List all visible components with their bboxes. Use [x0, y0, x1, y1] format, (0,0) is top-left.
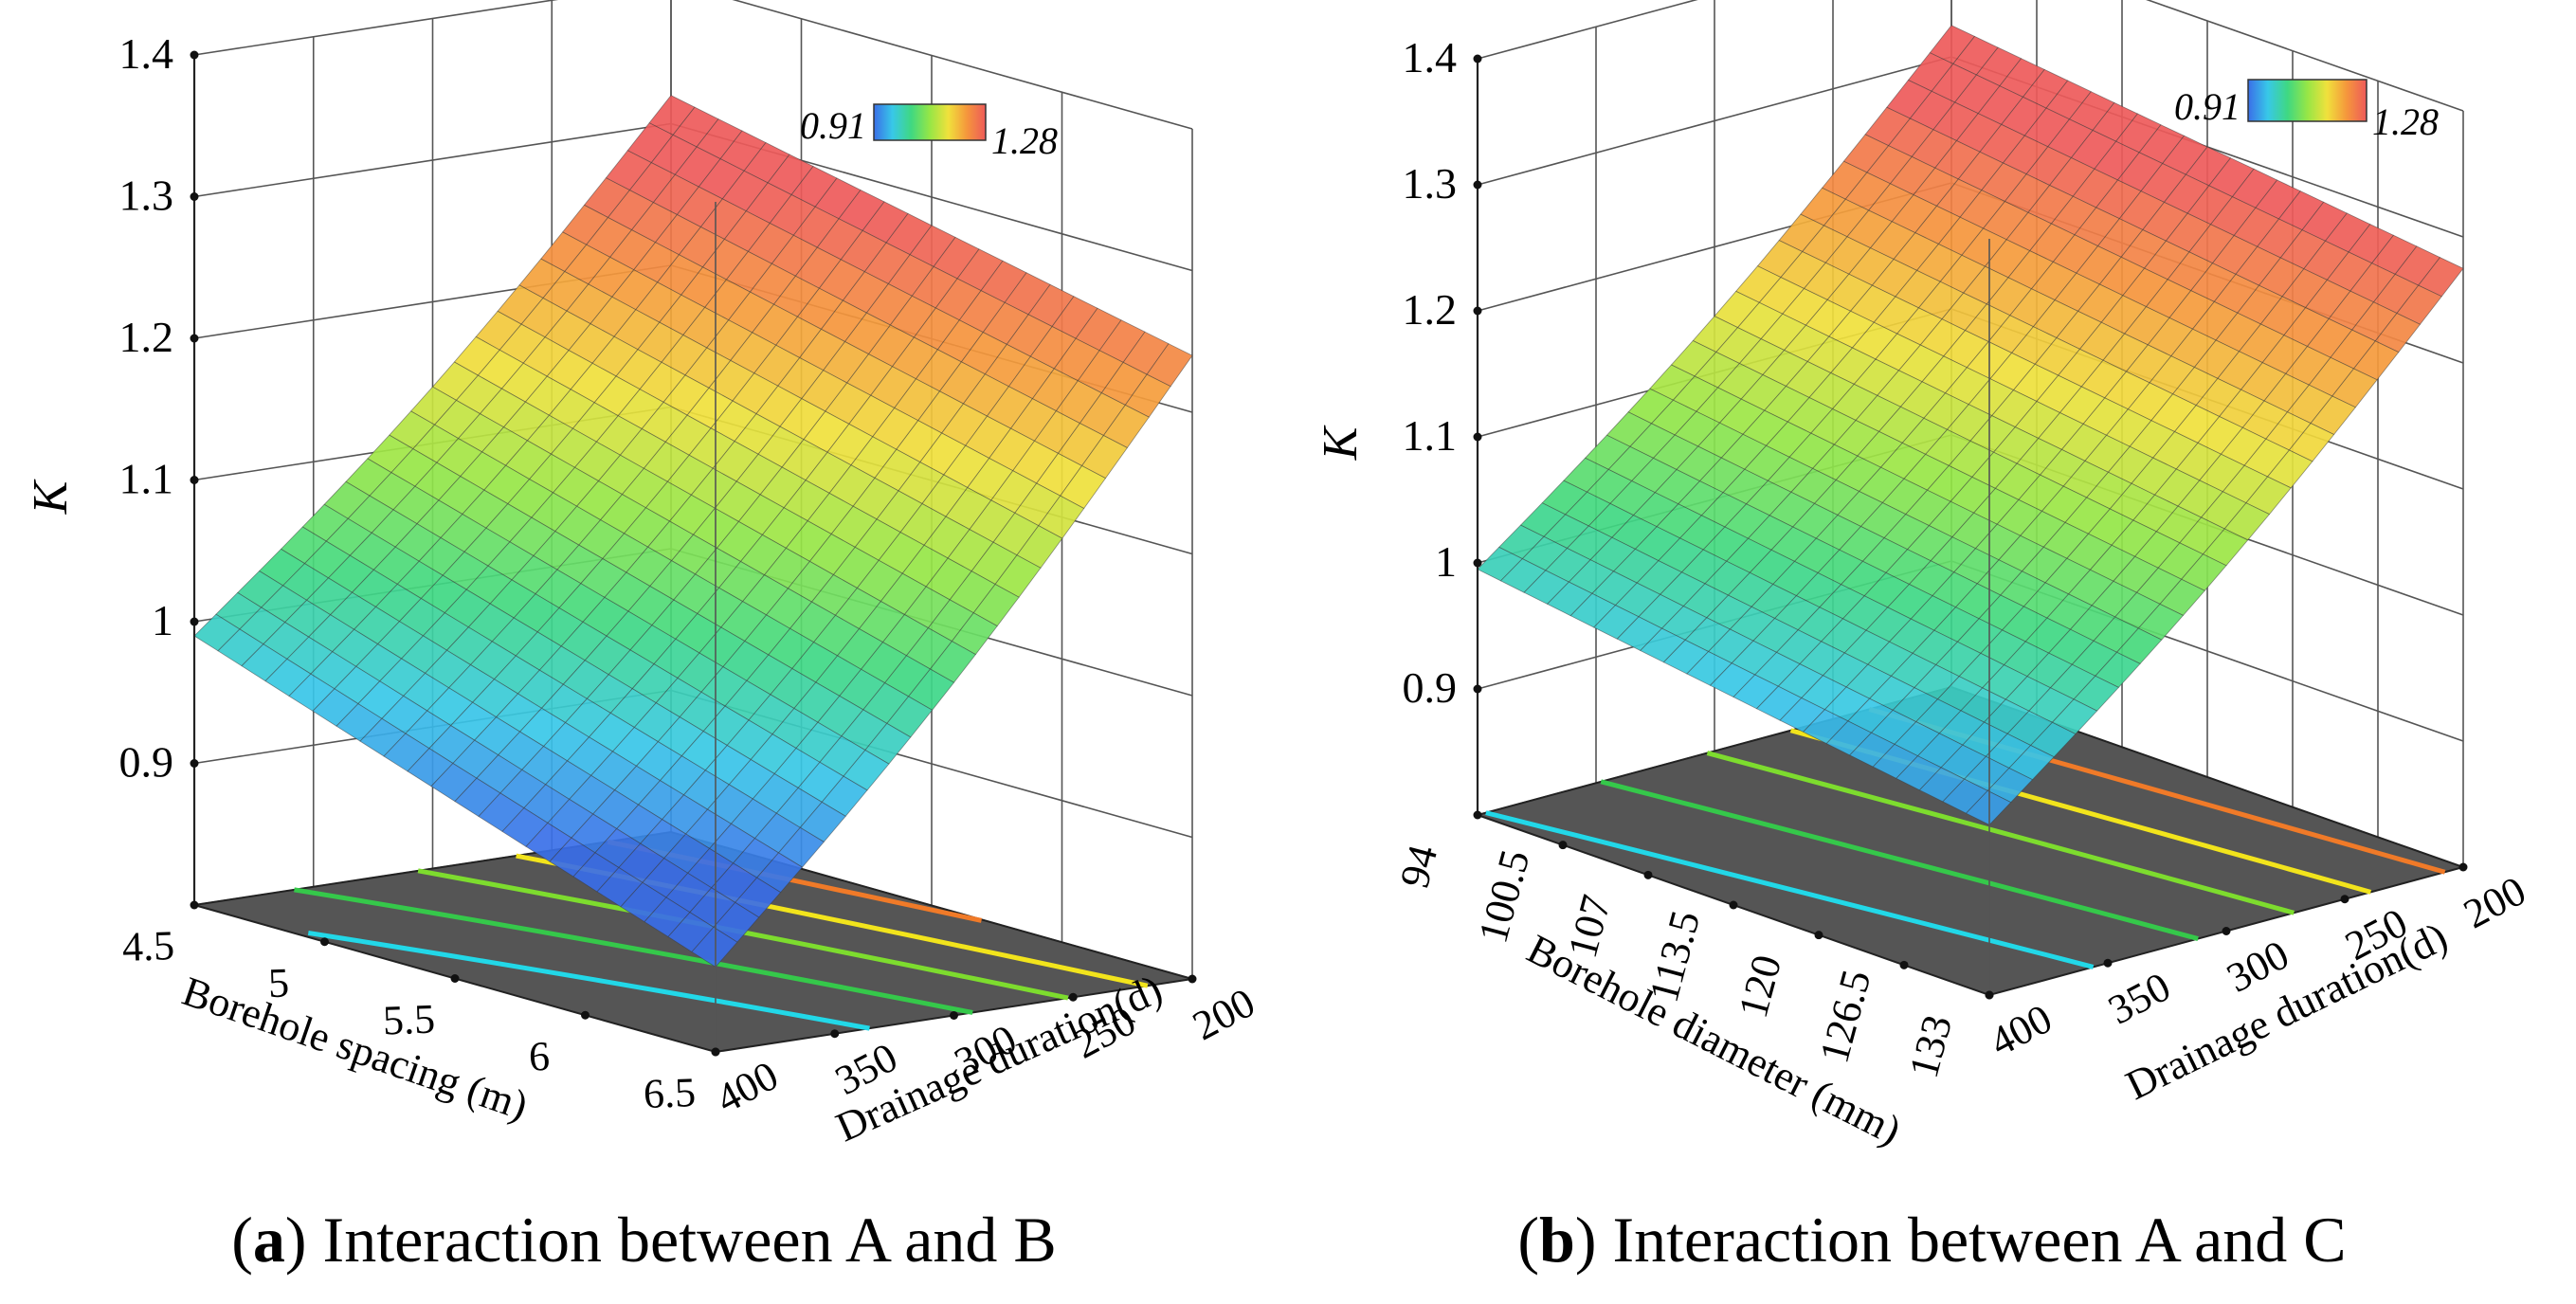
p0-contour-line-2: [417, 868, 1069, 1001]
p1-x-tick-mark: [1814, 931, 1823, 940]
p1-x-tick-label: 94: [1391, 841, 1447, 893]
p1-surface-cell: [1965, 789, 2012, 825]
p0-x-tick-mark: [581, 1010, 590, 1020]
p0-y-tick-mark: [1188, 974, 1197, 984]
p1-z-tick-mark: [1473, 432, 1482, 442]
p1-z-tick-label: 1.3: [1403, 159, 1458, 208]
caption-b: (b) Interaction between A and C: [1517, 1204, 2347, 1276]
p0-z-axis: 0.9 1 1.1 1.2 1.3 1.4: [119, 29, 717, 1052]
p1-contour-line-0: [1485, 810, 2095, 969]
p0-x-tick-label: 5.5: [382, 996, 436, 1044]
p0-x-tick-mark: [190, 900, 199, 910]
p1-z-tick-mark: [1473, 684, 1482, 694]
caption-a-text: Interaction between A and B: [322, 1204, 1057, 1276]
p1-x-tick-mark: [1473, 810, 1482, 820]
p1-y-tick-mark: [2458, 862, 2468, 872]
p1-y-tick-mark: [2103, 958, 2113, 968]
p1-z-tick-label: 1.4: [1403, 33, 1458, 82]
p0-x-tick-mark: [450, 974, 460, 983]
p0-contour-line-1: [294, 887, 973, 1015]
p1-z-tick-label: 0.9: [1403, 663, 1458, 712]
p0-x-tick-label: 5: [267, 959, 290, 1006]
p0-z-tick-label: 1.3: [119, 172, 174, 220]
p1-left-wall-hline: [1477, 0, 1698, 60]
p1-y-tick-label: 400: [1983, 995, 2059, 1065]
p1-colorbar-max-label: 1.28: [2372, 100, 2439, 143]
p1-y-tick-label: 200: [2457, 867, 2533, 937]
p1-z-tick-label: 1.2: [1403, 285, 1458, 334]
p0-z-tick-label: 1.2: [119, 313, 174, 361]
p1-colorbar-min-label: 0.91: [2174, 85, 2240, 128]
p1-x-tick-label: 133: [1900, 1010, 1961, 1082]
p0-z-tick-mark: [190, 476, 199, 484]
p0-x-axis-label: Borehole spacing (m): [177, 968, 534, 1129]
p0-y-tick-label: 200: [1186, 979, 1262, 1049]
caption-a-label: a: [252, 1204, 285, 1276]
chart-panel-b: 0.9 1 1.1 1.2 1.3 1.4 K 94 100.5 107 113.5 120 126.5…: [1288, 0, 2576, 1304]
p1-z-tick-label: 1: [1435, 537, 1457, 586]
p0-z-tick-mark: [190, 50, 199, 60]
p0-colorbar-max-label: 1.28: [991, 119, 1058, 162]
p1-y-tick-mark: [2340, 895, 2349, 904]
p0-surface-mesh: [193, 95, 1193, 968]
p0-z-tick-label: 0.9: [119, 738, 174, 787]
p0-y-tick-mark: [711, 1047, 720, 1057]
p1-x-tick-mark: [1643, 870, 1653, 879]
caption-a: (a) Interaction between A and B: [231, 1204, 1057, 1276]
p1-z-tick-mark: [1473, 306, 1482, 316]
p1-z-tick-mark: [1473, 180, 1482, 190]
p1-x-tick-label: 126.5: [1811, 965, 1880, 1067]
p1-colorbar: [2247, 79, 2367, 122]
p1-contour-line-2: [1706, 751, 2295, 915]
caption-b-text: Interaction between A and C: [1612, 1204, 2347, 1276]
p0-z-tick-label: 1: [152, 596, 173, 644]
chart-panel-a: 0.9 1 1.1 1.2 1.3 1.4 K 4.5 5 5.5 6 6.5 Borehole spa…: [24, 0, 1262, 1276]
p1-z-tick-label: 1.1: [1403, 411, 1458, 460]
p0-y-tick-mark: [950, 1011, 958, 1020]
p0-x-tick-label: 6.5: [643, 1069, 697, 1117]
p0-z-tick-label: 1.4: [119, 29, 174, 78]
p1-z-axis-label: K: [1314, 425, 1368, 461]
p0-z-tick-mark: [190, 192, 199, 201]
p0-z-tick-mark: [190, 334, 199, 343]
p1-z-tick-mark: [1473, 54, 1482, 63]
p0-colorbar-min-label: 0.91: [800, 104, 866, 147]
p1-surface-mesh: [1477, 25, 2464, 825]
p1-x-tick-mark: [1899, 960, 1909, 969]
p0-y-tick-mark: [1068, 992, 1078, 1002]
p0-y-tick-label: 400: [709, 1052, 786, 1122]
caption-b-label: b: [1538, 1204, 1575, 1276]
p1-y-tick-label: 350: [2101, 963, 2178, 1033]
p0-x-tick-label: 4.5: [121, 922, 175, 970]
p0-contour-line-0: [307, 930, 870, 1031]
p1-y-tick-mark: [2222, 927, 2231, 935]
p0-z-tick-mark: [190, 617, 199, 626]
p0-z-axis-label: K: [24, 479, 78, 515]
p0-colorbar: [873, 103, 987, 141]
p1-x-tick-mark: [1729, 900, 1738, 910]
p0-z-tick-mark: [190, 759, 199, 768]
p0-z-tick-label: 1.1: [119, 455, 174, 503]
p1-y-tick-mark: [1985, 990, 1994, 1000]
p1-x-tick-label: 120: [1730, 951, 1790, 1023]
p1-z-tick-mark: [1473, 558, 1482, 568]
p0-x-tick-label: 6: [528, 1033, 551, 1080]
p0-x-tick-mark: [320, 937, 329, 947]
p1-x-tick-mark: [1558, 841, 1568, 850]
p0-surface-cell: [691, 926, 738, 968]
p1-contour-line-1: [1600, 779, 2199, 941]
p1-x-tick-label: 100.5: [1470, 845, 1539, 948]
p1-z-axis: 0.9 1 1.1 1.2 1.3 1.4: [1403, 33, 1990, 995]
p0-y-tick-mark: [830, 1029, 840, 1039]
